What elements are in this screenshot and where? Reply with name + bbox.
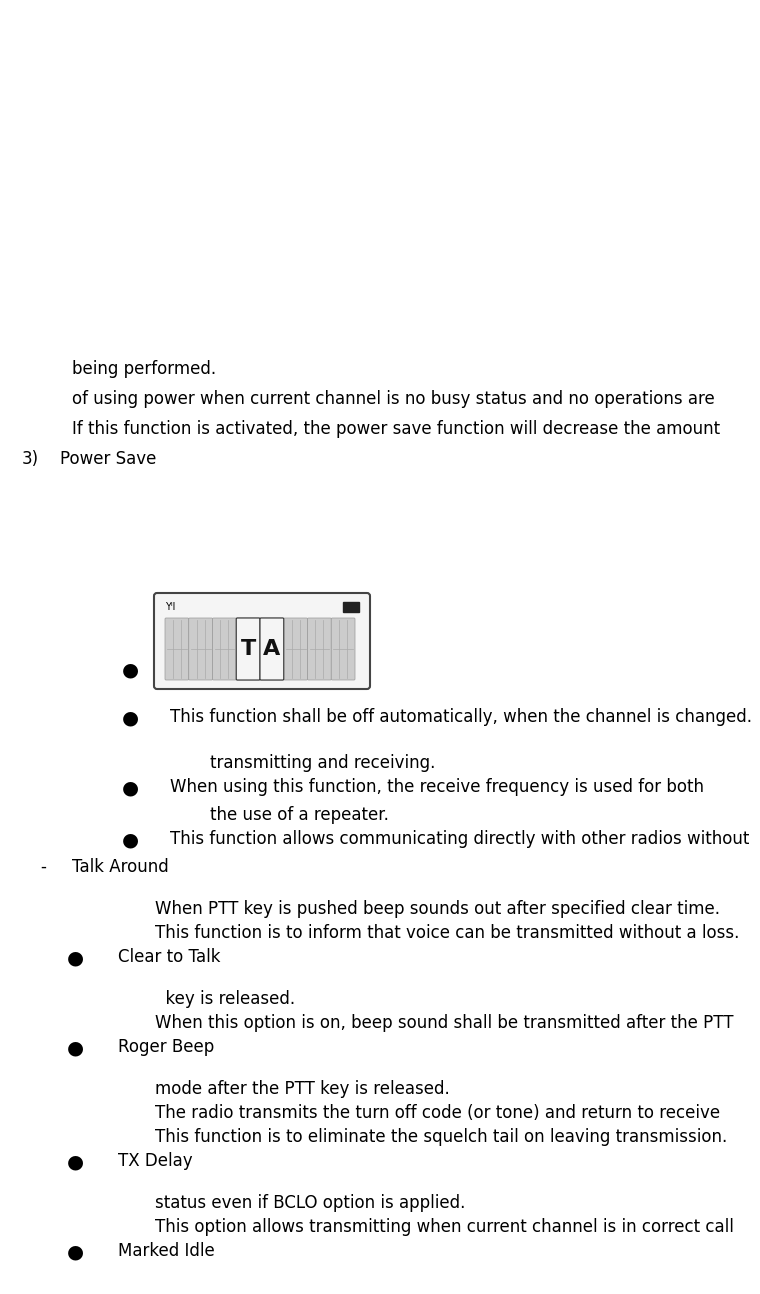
FancyBboxPatch shape xyxy=(308,619,331,681)
Text: ●: ● xyxy=(67,949,84,967)
Text: ●: ● xyxy=(122,829,138,849)
Text: The radio transmits the turn off code (or tone) and return to receive: The radio transmits the turn off code (o… xyxy=(155,1104,720,1122)
FancyBboxPatch shape xyxy=(154,593,370,688)
Text: This option allows transmitting when current channel is in correct call: This option allows transmitting when cur… xyxy=(155,1218,734,1236)
Text: This function shall be off automatically, when the channel is changed.: This function shall be off automatically… xyxy=(170,708,752,726)
FancyBboxPatch shape xyxy=(165,619,188,681)
Text: Talk Around: Talk Around xyxy=(72,858,169,876)
Text: Display Ex.: Display Ex. xyxy=(170,660,262,678)
FancyBboxPatch shape xyxy=(260,619,283,681)
Text: A: A xyxy=(263,639,280,659)
Text: Clear to Talk: Clear to Talk xyxy=(118,949,220,967)
Text: Yᴵl: Yᴵl xyxy=(165,602,176,612)
Text: When this option is on, beep sound shall be transmitted after the PTT: When this option is on, beep sound shall… xyxy=(155,1014,733,1033)
Text: 3): 3) xyxy=(22,450,39,468)
Text: When PTT key is pushed beep sounds out after specified clear time.: When PTT key is pushed beep sounds out a… xyxy=(155,901,720,917)
Text: When using this function, the receive frequency is used for both: When using this function, the receive fr… xyxy=(170,778,704,796)
Text: This function is to eliminate the squelch tail on leaving transmission.: This function is to eliminate the squelc… xyxy=(155,1128,727,1146)
Text: key is released.: key is released. xyxy=(155,990,295,1008)
Text: Marked Idle: Marked Idle xyxy=(118,1242,215,1260)
Text: mode after the PTT key is released.: mode after the PTT key is released. xyxy=(155,1080,450,1099)
Text: This function is to inform that voice can be transmitted without a loss.: This function is to inform that voice ca… xyxy=(155,924,739,942)
FancyBboxPatch shape xyxy=(283,619,308,681)
Text: ●: ● xyxy=(67,1242,84,1260)
FancyBboxPatch shape xyxy=(331,619,355,681)
Text: This function allows communicating directly with other radios without: This function allows communicating direc… xyxy=(170,829,749,848)
FancyBboxPatch shape xyxy=(188,619,213,681)
Text: Roger Beep: Roger Beep xyxy=(118,1038,214,1056)
FancyBboxPatch shape xyxy=(236,619,260,681)
Text: Power Save: Power Save xyxy=(60,450,157,468)
Text: ●: ● xyxy=(122,778,138,797)
Text: being performed.: being performed. xyxy=(72,360,216,378)
Text: status even if BCLO option is applied.: status even if BCLO option is applied. xyxy=(155,1194,465,1212)
Text: T: T xyxy=(240,639,256,659)
Text: ●: ● xyxy=(67,1038,84,1057)
Text: of using power when current channel is no busy status and no operations are: of using power when current channel is n… xyxy=(72,389,714,408)
Text: If this function is activated, the power save function will decrease the amount: If this function is activated, the power… xyxy=(72,421,720,437)
Text: the use of a repeater.: the use of a repeater. xyxy=(210,806,389,824)
Text: TX Delay: TX Delay xyxy=(118,1152,192,1170)
Text: -: - xyxy=(40,858,46,876)
Text: ●: ● xyxy=(67,1152,84,1171)
Text: transmitting and receiving.: transmitting and receiving. xyxy=(210,754,435,773)
FancyBboxPatch shape xyxy=(213,619,236,681)
Text: ●: ● xyxy=(122,708,138,727)
Text: ●: ● xyxy=(122,660,138,679)
FancyBboxPatch shape xyxy=(343,602,359,612)
FancyBboxPatch shape xyxy=(236,619,260,681)
FancyBboxPatch shape xyxy=(260,619,283,681)
